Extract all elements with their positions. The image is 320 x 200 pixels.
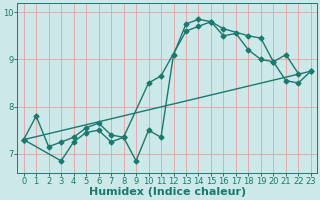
X-axis label: Humidex (Indice chaleur): Humidex (Indice chaleur) xyxy=(89,187,246,197)
